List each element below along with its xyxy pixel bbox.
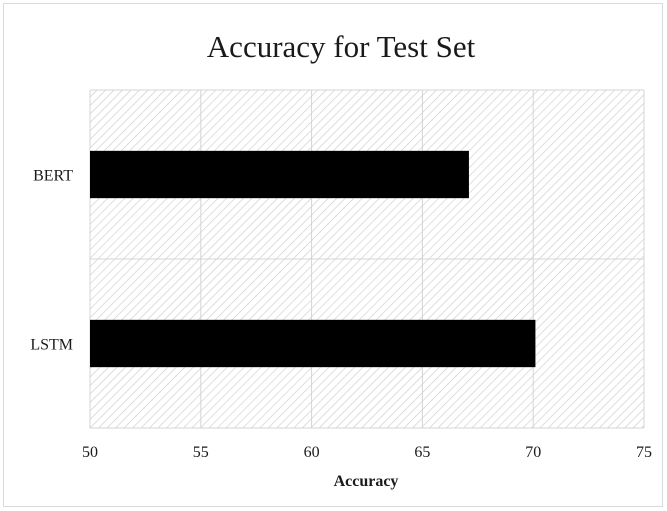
x-tick-label: 60	[304, 444, 320, 461]
category-labels: BERT LSTM	[30, 168, 73, 354]
bar-bert	[90, 150, 469, 199]
category-label-lstm: LSTM	[30, 337, 73, 354]
x-tick-label: 65	[414, 444, 430, 461]
category-label-bert: BERT	[33, 168, 73, 185]
x-tick-label: 55	[193, 444, 209, 461]
chart-title: Accuracy for Test Set	[207, 29, 476, 64]
bars	[90, 150, 536, 368]
x-tick-label: 70	[525, 444, 541, 461]
gridlines	[89, 89, 645, 429]
x-tick-label: 75	[636, 444, 652, 461]
x-tick-labels: 50 55 60 65 70 75	[82, 444, 652, 461]
x-axis-label: Accuracy	[334, 473, 399, 490]
x-tick-label: 50	[82, 444, 98, 461]
bar-lstm	[90, 319, 536, 368]
